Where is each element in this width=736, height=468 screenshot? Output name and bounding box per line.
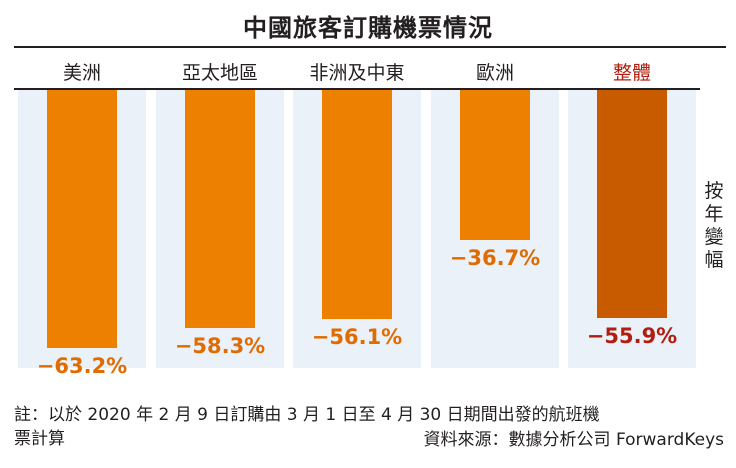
footnote-line-1: 註：以於 2020 年 2 月 9 日訂購由 3 月 1 日至 4 月 30 日… xyxy=(14,405,600,425)
value-label: −63.2% xyxy=(36,353,128,378)
value-label: −36.7% xyxy=(449,245,541,270)
axis-label: 按年變幅 xyxy=(704,180,724,271)
category-label: 非洲及中東 xyxy=(309,62,405,84)
title-rule xyxy=(14,46,726,48)
category-label: 美洲 xyxy=(62,62,101,84)
chart-title: 中國旅客訂購機票情況 xyxy=(243,14,493,42)
category-label: 亞太地區 xyxy=(181,62,258,84)
category-label: 整體 xyxy=(612,62,651,84)
footnote-line-2: 票計算 xyxy=(14,429,65,449)
header-rule xyxy=(14,88,700,90)
category-label: 歐洲 xyxy=(475,62,514,84)
bar xyxy=(47,90,117,348)
value-label: −55.9% xyxy=(586,324,678,349)
value-label: −58.3% xyxy=(174,333,266,358)
footnote: 註：以於 2020 年 2 月 9 日訂購由 3 月 1 日至 4 月 30 日… xyxy=(14,403,726,451)
bar xyxy=(460,90,530,240)
value-label: −56.1% xyxy=(311,324,403,349)
bar xyxy=(597,90,667,319)
bar xyxy=(322,90,392,319)
source-note: 資料來源：數據分析公司 ForwardKeys xyxy=(423,430,724,450)
bar xyxy=(185,90,255,328)
